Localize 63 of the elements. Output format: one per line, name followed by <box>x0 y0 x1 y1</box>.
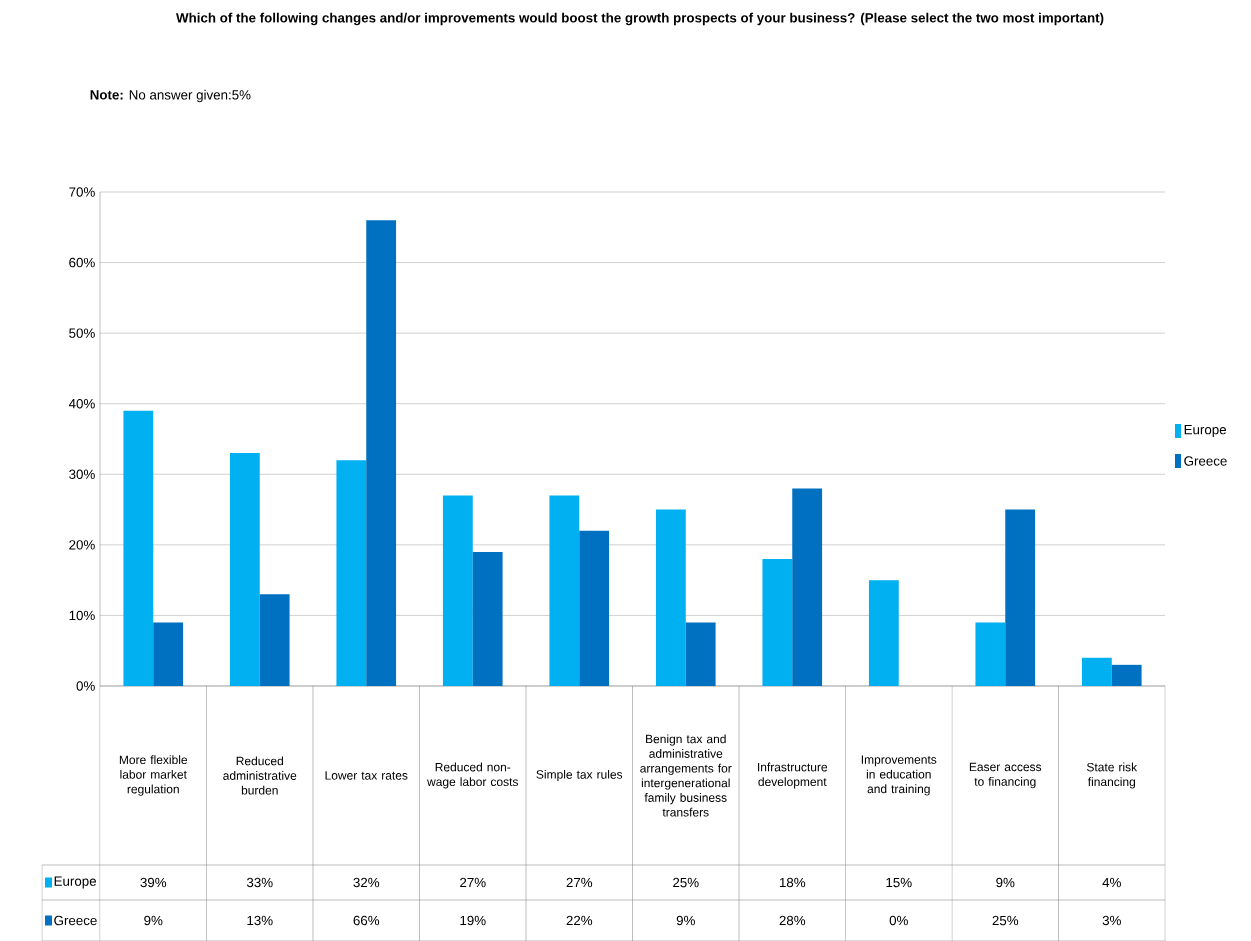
data-label: 25% <box>992 915 1019 926</box>
y-tick-label: 0% <box>76 681 95 691</box>
data-label: 19% <box>460 915 486 926</box>
bar <box>123 410 154 686</box>
x-tick-label: Reduced administrative burden <box>223 756 297 795</box>
y-tick-label: 60% <box>69 257 95 268</box>
data-label: 25% <box>673 877 699 888</box>
bar <box>685 622 716 686</box>
bar <box>655 509 686 686</box>
data-label: 39% <box>140 877 167 888</box>
x-tick-label: State risk financing <box>1086 762 1138 789</box>
data-label: 0% <box>889 915 908 926</box>
data-label: 9% <box>676 915 695 926</box>
data-label: 3% <box>1102 915 1121 926</box>
text: Note: No answer given:5% <box>90 89 251 103</box>
data-label: 27% <box>460 877 486 888</box>
data-label: 22% <box>566 915 593 926</box>
y-tick-label: 40% <box>68 398 95 409</box>
bar <box>579 530 610 686</box>
text: Greece <box>54 915 97 926</box>
x-tick-label: Reduced non-wage labor costs <box>427 762 518 789</box>
y-tick-label: 10% <box>69 610 95 621</box>
bar <box>1081 657 1112 686</box>
x-tick-label: Simple tax rules <box>536 769 623 781</box>
data-label: 33% <box>246 877 273 888</box>
bar <box>153 622 184 686</box>
x-tick-label: Easer access to financing <box>969 762 1042 789</box>
bar <box>1005 509 1036 686</box>
x-tick-label: Lower tax rates <box>325 771 408 780</box>
data-label: 4% <box>1102 877 1121 888</box>
x-tick-label: Benign tax and administrative arrangements for intergenerational family business transfers <box>640 734 732 817</box>
bar <box>366 220 397 686</box>
x-tick-label: Infrastructure development <box>758 762 828 789</box>
bar <box>868 580 899 686</box>
bar <box>549 495 580 686</box>
bar <box>975 622 1006 686</box>
legend-label: Europe <box>1184 424 1227 437</box>
data-label: 28% <box>779 915 806 926</box>
legend-label: Greece <box>1184 456 1227 466</box>
data-label: 9% <box>996 877 1015 888</box>
bar <box>229 452 260 686</box>
bar <box>259 594 290 686</box>
data-label: 9% <box>144 915 163 926</box>
chart-title: Which of the following changes and/or improvements would boost the growth prospects of your business? (Please select the two most important) <box>176 12 1104 26</box>
y-tick-label: 20% <box>69 540 95 550</box>
data-label: 15% <box>886 877 912 888</box>
data-label: 27% <box>566 877 593 888</box>
x-tick-label: Improvements in education and training <box>861 755 937 796</box>
bar <box>336 460 367 686</box>
bar <box>792 488 823 686</box>
y-tick-label: 30% <box>69 469 95 479</box>
y-tick-label: 70% <box>69 187 95 197</box>
y-tick-label: 50% <box>69 328 95 338</box>
data-label: 32% <box>353 877 380 888</box>
data-label: 18% <box>779 877 806 888</box>
data-label: 66% <box>353 915 380 926</box>
data-label: 13% <box>247 915 273 926</box>
bar <box>442 495 473 686</box>
bar <box>472 551 503 686</box>
x-tick-label: More flexible labor market regulation <box>119 755 188 796</box>
bar <box>762 558 793 686</box>
text: Europe <box>54 876 96 889</box>
bar <box>1111 664 1142 686</box>
